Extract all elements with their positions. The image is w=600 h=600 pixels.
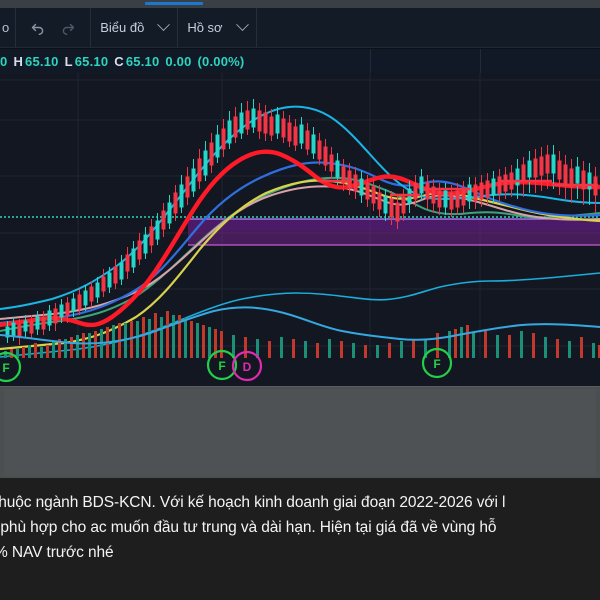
ohlc-close-value: 65.10 xyxy=(125,53,160,69)
ohlc-open-value: 0 xyxy=(0,53,8,69)
menu-ho-so[interactable]: Hồ sơ xyxy=(178,8,257,47)
chart-markers[interactable]: F F D F xyxy=(0,347,453,383)
marker-circle-f-mid[interactable] xyxy=(206,349,238,381)
chevron-down-icon xyxy=(157,18,171,32)
ohlc-change-pct: (0.00%) xyxy=(197,53,245,69)
support-zone-lower xyxy=(188,231,600,245)
ohlc-high-label: H xyxy=(13,53,24,69)
support-zone-upper xyxy=(188,219,600,231)
marker-circle-f-left[interactable] xyxy=(0,351,22,383)
marker-circle-f-right[interactable] xyxy=(421,347,453,379)
bollinger-lower-line xyxy=(0,272,600,358)
volume-panel xyxy=(0,306,600,358)
candlestick-series xyxy=(5,99,598,345)
caption-line-3: % NAV trước nhé xyxy=(0,544,114,561)
caption-line-1: thuộc ngành BDS-KCN. Với kế hoạch kinh d… xyxy=(0,494,506,511)
chart-toolbar: o Biểu đồ Hồ sơ xyxy=(0,8,600,48)
ohlc-high-value: 65.10 xyxy=(25,53,59,69)
menu-ho-so-label: Hồ sơ xyxy=(187,20,223,35)
legend-grid-line xyxy=(370,49,371,73)
ma-green-line xyxy=(0,176,600,332)
marker-label: F xyxy=(433,357,440,371)
ma-red-primary-line xyxy=(0,149,600,328)
active-tab-indicator[interactable] xyxy=(145,2,203,5)
ohlc-close-label: C xyxy=(114,53,124,69)
chart-gridlines xyxy=(0,73,600,358)
menu-bieu-do-label: Biểu đồ xyxy=(100,20,145,35)
chart-canvas[interactable]: F F D F xyxy=(0,73,600,386)
volume-overlay-line xyxy=(0,306,600,345)
marker-label: F xyxy=(2,361,9,375)
chevron-down-icon xyxy=(235,18,249,32)
browser-tab-strip xyxy=(0,0,600,8)
marker-label: F xyxy=(218,359,225,373)
ohlc-change-abs: 0.00 xyxy=(165,53,192,69)
ohlc-low-value: 65.10 xyxy=(74,53,109,69)
menu-bieu-do[interactable]: Biểu đồ xyxy=(91,8,179,47)
ohlc-legend: 0 H 65.10 L 65.10 C 65.10 0.00 (0.00%) xyxy=(0,49,600,73)
caption-line-2: , phù hợp cho ac muốn đầu tư trung và dà… xyxy=(0,519,497,536)
post-body-area xyxy=(0,386,600,478)
redo-arrow-icon[interactable] xyxy=(60,20,76,36)
toolbar-empty-space xyxy=(257,8,600,47)
marker-circle-d-mid[interactable] xyxy=(231,350,263,382)
post-caption: thuộc ngành BDS-KCN. Với kế hoạch kinh d… xyxy=(0,478,600,600)
marker-label: D xyxy=(243,360,252,374)
undo-redo-group xyxy=(16,8,92,47)
toolbar-truncated-item[interactable]: o xyxy=(0,8,17,47)
ohlc-low-label: L xyxy=(64,53,73,69)
toolbar-truncated-label: o xyxy=(2,20,10,35)
post-body-inner xyxy=(4,389,596,476)
undo-arrow-icon[interactable] xyxy=(30,20,46,36)
legend-grid-line xyxy=(480,49,481,73)
price-ledge-lines xyxy=(318,179,598,197)
price-chart[interactable]: F F D F xyxy=(0,73,600,386)
